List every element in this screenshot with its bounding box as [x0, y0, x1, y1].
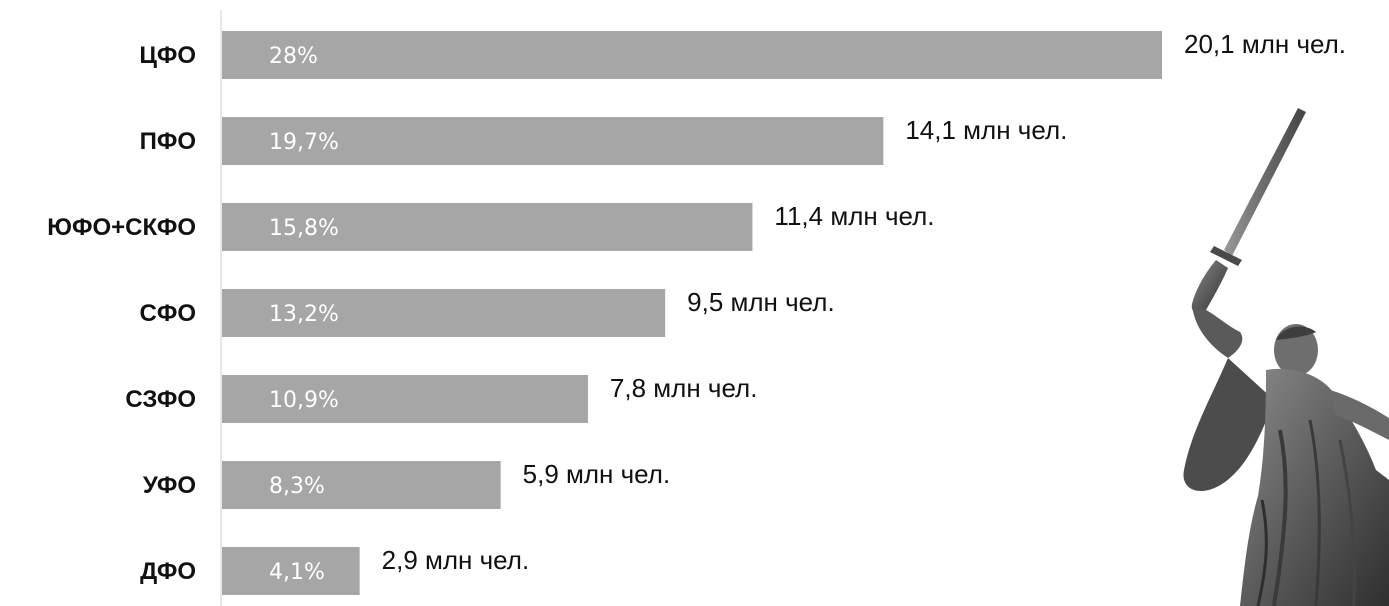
bar	[222, 547, 360, 595]
bar-value-label: 15,8%	[269, 216, 339, 241]
population-annotation: 11,4 млн чел.	[774, 201, 934, 231]
bar-value-label: 28%	[269, 44, 318, 69]
bar	[222, 117, 884, 165]
population-annotation: 9,5 млн чел.	[687, 287, 835, 317]
bar-value-label: 4,1%	[269, 560, 325, 585]
bar-value-label: 19,7%	[269, 130, 339, 155]
population-annotation: 7,8 млн чел.	[610, 373, 758, 403]
bar-value-label: 8,3%	[269, 474, 325, 499]
population-annotation: 2,9 млн чел.	[382, 545, 530, 575]
bar	[222, 461, 501, 509]
bar	[222, 31, 1162, 79]
bar-value-label: 10,9%	[269, 388, 339, 413]
population-annotation: 20,1 млн чел.	[1184, 29, 1346, 59]
category-label: УФО	[143, 472, 196, 499]
bar	[222, 375, 588, 423]
category-label: СФО	[140, 300, 196, 327]
bar	[222, 203, 753, 251]
bar	[222, 289, 666, 337]
category-label: ПФО	[140, 128, 196, 155]
category-label: ДФО	[140, 558, 196, 585]
motherland-calls-statue-icon	[1183, 108, 1389, 606]
bar-value-label: 13,2%	[269, 302, 339, 327]
category-label: СЗФО	[125, 386, 196, 413]
category-label: ЦФО	[139, 42, 196, 69]
category-label: ЮФО+СКФО	[47, 214, 196, 241]
population-annotation: 5,9 млн чел.	[523, 459, 671, 489]
population-annotation: 14,1 млн чел.	[905, 115, 1067, 145]
